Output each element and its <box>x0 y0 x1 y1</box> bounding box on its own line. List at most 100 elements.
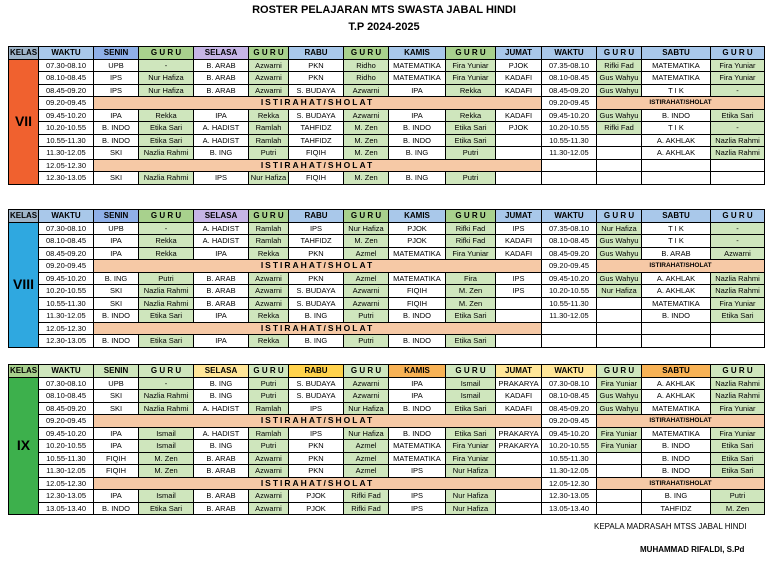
teacher-cell: Rekka <box>248 246 289 260</box>
subject-cell: PJOK <box>495 121 542 135</box>
time-cell: 10.55-11.30 <box>541 296 597 310</box>
subject-cell: IPA <box>193 246 249 260</box>
header-cell: G U R U <box>138 209 194 223</box>
time-cell: 10.20-10.55 <box>541 121 597 135</box>
header-cell: WAKTU <box>541 46 597 60</box>
subject-cell: KADAFI <box>495 401 542 415</box>
header-cell: G U R U <box>596 46 642 60</box>
subject-cell: T I K <box>641 83 711 97</box>
time-cell: 13.05-13.40 <box>541 501 597 515</box>
teacher-cell: Azwarni <box>343 376 389 390</box>
empty-cell <box>710 158 765 172</box>
subject-cell: IPA <box>193 334 249 348</box>
teacher-cell: Nur Hafiza <box>596 221 642 235</box>
header-cell: JUMAT <box>495 364 542 378</box>
subject-cell: B. ARAB <box>641 246 711 260</box>
teacher-cell: Ismail <box>138 439 194 453</box>
schedule-row: 08.10-08.45 IPA Rekka A. HADIST Ramlah TAHFID… <box>9 234 765 248</box>
subject-cell: FIQIH <box>388 284 446 298</box>
schedule-row: VIII 07.30-08.10 UPB - A. HADIST Ramlah IPS Nur… <box>8 221 765 348</box>
teacher-cell: Azwarni <box>248 83 289 97</box>
empty-cell <box>495 451 542 465</box>
teacher-cell: Azwarni <box>248 501 289 515</box>
schedule-row: 09.20-09.45 ISTIRAHAT/SHOLAT 09.20-09.45 IS… <box>9 96 765 110</box>
schedule-row: 12.30-13.05 SKI Nazlia Rahmi IPS Nur Hafiza F… <box>9 171 765 185</box>
subject-cell: UPB <box>93 58 139 72</box>
subject-cell: B. INDO <box>93 501 139 515</box>
teacher-cell: - <box>138 58 194 72</box>
subject-cell: IPA <box>388 376 446 390</box>
teacher-cell: Nazlia Rahmi <box>138 284 194 298</box>
teacher-cell: Azwarni <box>248 271 289 285</box>
subject-cell: MATEMATIKA <box>388 71 446 85</box>
empty-cell <box>495 489 542 503</box>
subject-cell: IPA <box>388 389 446 403</box>
subject-cell: B. ING <box>388 171 446 185</box>
subject-cell: B. ING <box>193 376 249 390</box>
time-cell: 09.20-09.45 <box>38 259 94 273</box>
schedule-row: 12.30-13.05 IPA Ismail B. ARAB Azwarni PJOK Ri… <box>9 489 765 503</box>
header-cell: RABU <box>288 46 344 60</box>
empty-cell <box>710 171 765 185</box>
teacher-cell: Etika Sari <box>138 133 194 147</box>
subject-cell: UPB <box>93 221 139 235</box>
subject-cell: IPS <box>388 464 446 478</box>
subject-cell: SKI <box>93 171 139 185</box>
footer-name: MUHAMMAD RIFALDI, S.Pd <box>640 545 745 554</box>
teacher-cell: Nur Hafiza <box>445 501 496 515</box>
teacher-cell: Ramlah <box>248 133 289 147</box>
teacher-cell: Azwarni <box>248 284 289 298</box>
subject-cell: PJOK <box>388 234 446 248</box>
teacher-cell: Rifki Fad <box>596 58 642 72</box>
subject-cell: S. BUDAYA <box>288 108 344 122</box>
subject-cell: FIQIH <box>388 296 446 310</box>
empty-cell <box>541 321 597 335</box>
subject-cell: B. ING <box>193 146 249 160</box>
teacher-cell: Ramlah <box>248 401 289 415</box>
time-cell: 08.45-09.20 <box>38 246 94 260</box>
break-cell: ISTIRAHAT/SHOLAT <box>596 96 765 110</box>
subject-cell: FIQIH <box>93 464 139 478</box>
time-cell: 12.05-12.30 <box>541 476 597 490</box>
subject-cell: A. HADIST <box>193 401 249 415</box>
subject-cell: MATEMATIKA <box>641 296 711 310</box>
schedule-row: 12.05-12.30 ISTIRAHAT/SHOLAT <box>9 158 765 172</box>
subject-cell: T I K <box>641 121 711 135</box>
empty-cell <box>495 334 542 348</box>
empty-cell <box>596 133 642 147</box>
teacher-cell: Gus Wahyu <box>596 234 642 248</box>
empty-cell <box>641 334 711 348</box>
teacher-cell: Azwarni <box>343 389 389 403</box>
time-cell: 09.45-10.20 <box>38 108 94 122</box>
subject-cell: PRAKARYA <box>495 439 542 453</box>
teacher-cell: Nur Hafiza <box>343 221 389 235</box>
teacher-cell: Ismail <box>445 376 496 390</box>
break-cell: ISTIRAHAT/SHOLAT <box>93 414 542 428</box>
subject-cell: SKI <box>93 401 139 415</box>
teacher-cell: Nur Hafiza <box>248 171 289 185</box>
teacher-cell: Nur Hafiza <box>138 83 194 97</box>
subject-cell: SKI <box>93 296 139 310</box>
teacher-cell: Fira Yuniar <box>710 401 765 415</box>
empty-cell <box>495 309 542 323</box>
teacher-cell: - <box>710 234 765 248</box>
header-row: KELAS WAKTU SENIN G U R U SELASA G U R U RABU G… <box>8 46 765 60</box>
teacher-cell: Gus Wahyu <box>596 271 642 285</box>
subject-cell: IPA <box>93 234 139 248</box>
teacher-cell: Rifki Fad <box>596 121 642 135</box>
subject-cell: B. ING <box>288 334 344 348</box>
empty-cell <box>596 296 642 310</box>
teacher-cell: Azwarni <box>248 464 289 478</box>
teacher-cell: M. Zen <box>343 133 389 147</box>
kelas-cell: VII <box>8 58 39 185</box>
teacher-cell: Ridho <box>343 71 389 85</box>
teacher-cell: Fira Yuniar <box>445 58 496 72</box>
teacher-cell: Nazlia Rahmi <box>138 401 194 415</box>
schedule-row: 10.55-11.30 SKI Nazlia Rahmi B. ARAB Azwarni… <box>9 296 765 310</box>
teacher-cell: Nazlia Rahmi <box>710 376 765 390</box>
header-cell: G U R U <box>248 46 289 60</box>
teacher-cell: Rifki Fad <box>343 489 389 503</box>
empty-cell <box>541 171 597 185</box>
header-cell: G U R U <box>445 364 496 378</box>
subject-cell: PJOK <box>288 489 344 503</box>
